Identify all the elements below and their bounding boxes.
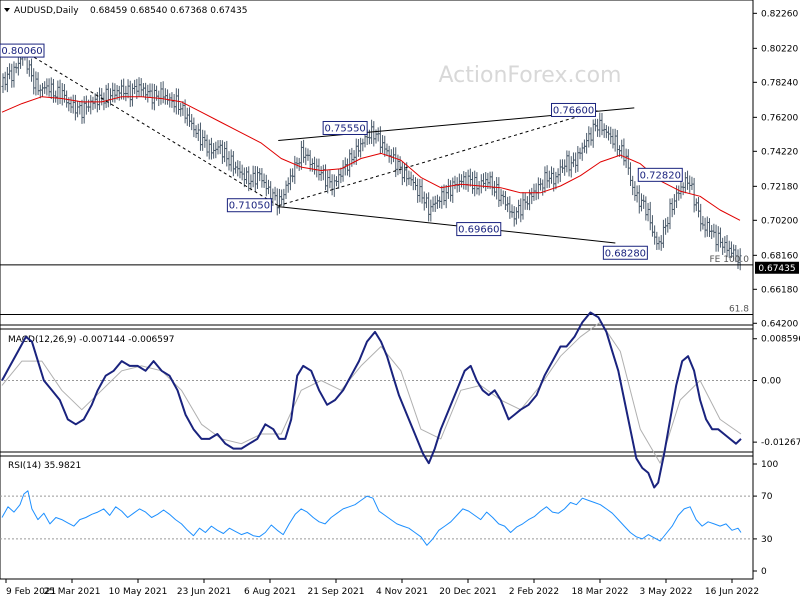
price-axis-tick-label: 0.82260 [761, 9, 798, 19]
symbol-label: AUDUSD,Daily [14, 6, 79, 16]
rsi-axis-tick-label: 70 [761, 492, 773, 502]
macd-panel [0, 311, 753, 489]
date-axis-tick-label: 21 Sep 2021 [307, 587, 364, 597]
price-axis-tick-label: 0.74220 [761, 147, 798, 157]
rsi-axis-tick-label: 100 [761, 460, 778, 470]
date-axis-tick-label: 16 Jun 2022 [705, 587, 759, 597]
ohlc-values: 0.68459 0.68540 0.67368 0.67435 [90, 6, 247, 16]
moving-average-line [1, 96, 741, 221]
price-axis-tick-label: 0.80220 [761, 44, 798, 54]
macd-main-line [1, 311, 742, 489]
date-axis-tick-label: 6 Aug 2021 [244, 587, 296, 597]
collapse-triangle-icon [4, 8, 10, 12]
price-label-box [456, 222, 502, 237]
price-label-text: 0.72820 [640, 170, 681, 181]
date-axis-tick-label: 20 Dec 2021 [439, 587, 497, 597]
date-axis-tick-label: 18 Mar 2022 [571, 587, 628, 597]
fib-100-label: FE 100.0 [710, 255, 750, 265]
price-axis-tick-label: 0.68160 [761, 251, 798, 261]
macd-axis-tick-label: 0.00 [761, 377, 781, 387]
price-label-text: 0.80060 [1, 46, 42, 57]
price-label-box [226, 198, 272, 213]
trendline-lower [278, 206, 616, 244]
rsi-title: RSI(14) 35.9821 [8, 461, 81, 471]
current-price-box [755, 261, 799, 274]
watermark: ActionForex.com [439, 63, 622, 88]
price-axis-tick-label: 0.64200 [761, 319, 798, 329]
axes: 0.82260 0.80220 0.78240 0.76200 0.74220 0.721… [5, 9, 800, 597]
macd-signal-line [1, 321, 742, 464]
price-label-box [602, 245, 648, 260]
date-axis-tick-label: 25 Mar 2021 [43, 587, 100, 597]
macd-title: MACD(12,26,9) -0.007144 -0.006597 [8, 335, 174, 345]
date-axis-tick-label: 2 Feb 2022 [509, 587, 559, 597]
price-label-text: 0.71050 [229, 201, 270, 212]
fib-61-8-label: 61.8 [729, 305, 749, 315]
chart-header: AUDUSD,Daily 0.68459 0.68540 0.67368 0.6… [4, 6, 247, 16]
trendline-dashed-down [23, 50, 279, 207]
price-label-box [551, 102, 597, 117]
price-axis-tick-label: 0.72180 [761, 182, 798, 192]
rsi-axis-tick-label: 30 [761, 535, 773, 545]
price-label-text: 0.69660 [458, 225, 499, 236]
price-label-text: 0.76600 [553, 105, 594, 116]
price-axis-tick-label: 0.70200 [761, 216, 798, 226]
current-price-text: 0.67435 [758, 264, 795, 274]
date-axis-tick-label: 3 May 2022 [640, 587, 693, 597]
date-axis-tick-label: 4 Nov 2021 [376, 587, 428, 597]
price-label-box [637, 167, 683, 182]
trendline-dashed-up [278, 109, 599, 207]
rsi-line [1, 490, 742, 546]
rsi-panel [0, 490, 753, 546]
price-label-box [0, 43, 45, 58]
rsi-axis-tick-label: 0 [761, 567, 767, 577]
price-panel: FE 100.0 61.8 0.80060 0.75550 0.71050 0.69660… [0, 43, 753, 316]
price-label-text: 0.68280 [605, 248, 646, 259]
date-axis-tick-label: 9 Feb 2021 [6, 587, 56, 597]
price-axis-tick-label: 0.78240 [761, 78, 798, 88]
macd-axis-tick-label: 0.008596 [761, 335, 800, 345]
price-label-text: 0.75550 [324, 123, 365, 134]
date-axis-tick-label: 23 Jun 2021 [177, 587, 231, 597]
price-label-box [322, 120, 368, 135]
macd-axis-tick-label: -0.01267 [761, 438, 800, 448]
price-axis-tick-label: 0.66180 [761, 285, 798, 295]
price-axis-tick-label: 0.76200 [761, 113, 798, 123]
date-axis-tick-label: 10 May 2021 [109, 587, 168, 597]
